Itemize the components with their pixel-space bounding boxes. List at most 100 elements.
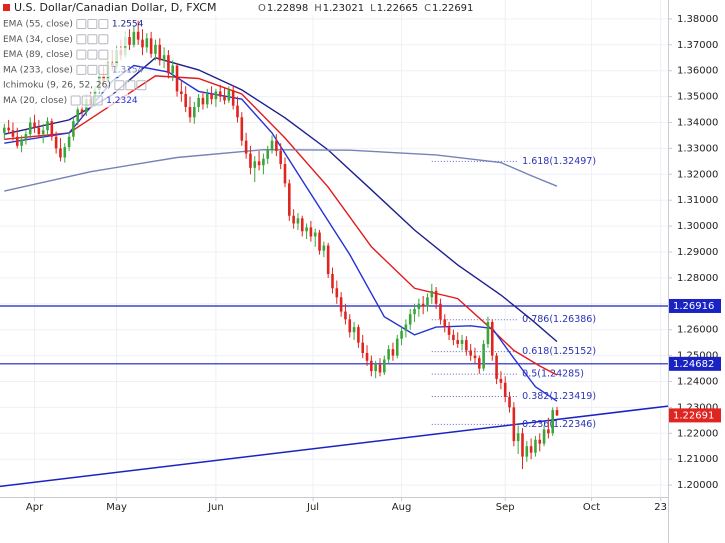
- legend-value: 1.3154: [112, 65, 144, 75]
- y-tick-label: 1.37000: [677, 40, 718, 51]
- x-tick-label: Oct: [583, 502, 600, 513]
- legend-icon[interactable]: [76, 49, 87, 60]
- x-tick-label: Sep: [496, 502, 515, 513]
- y-tick-label: 1.31000: [677, 195, 718, 206]
- candle-body: [288, 183, 291, 216]
- candle-body: [534, 439, 537, 453]
- legend: U.S. Dollar/Canadian Dollar, D, FXCM O 1.…: [0, 0, 473, 108]
- x-tick-label: Jul: [306, 502, 319, 513]
- candle-body: [339, 297, 343, 312]
- legend-icon[interactable]: [98, 64, 109, 75]
- legend-icon[interactable]: [136, 80, 147, 91]
- candle-body: [309, 227, 313, 237]
- candle-body: [72, 121, 75, 137]
- candle-body: [400, 330, 403, 339]
- legend-bg: [0, 17, 128, 31]
- candle-body: [41, 130, 45, 135]
- fib-label: 0.618(1.25152): [522, 346, 596, 357]
- candle-body: [158, 44, 162, 61]
- legend-icon[interactable]: [114, 80, 125, 91]
- y-tick-label: 1.23000: [677, 402, 718, 413]
- candle-body: [344, 311, 347, 320]
- candle-body: [503, 382, 507, 398]
- legend-icon[interactable]: [125, 80, 136, 91]
- legend-label: EMA (34, close): [3, 35, 73, 45]
- ohlc-value: 1.23021: [323, 3, 364, 14]
- candle-body: [547, 429, 550, 434]
- legend-icon[interactable]: [81, 95, 92, 106]
- candle-body: [197, 97, 200, 107]
- candle-body: [469, 350, 472, 356]
- candle-body: [3, 127, 6, 133]
- legend-icon[interactable]: [87, 64, 98, 75]
- candle-body: [408, 314, 412, 325]
- candle-body: [404, 324, 408, 331]
- candle-body: [244, 140, 248, 154]
- candle-body: [378, 364, 382, 373]
- candle-body: [76, 109, 80, 122]
- legend-label: MA (233, close): [3, 65, 73, 75]
- candle-body: [262, 158, 265, 166]
- legend-value: 1.2324: [106, 96, 138, 106]
- legend-icon[interactable]: [70, 95, 81, 106]
- candle-body: [542, 429, 546, 444]
- legend-icon[interactable]: [87, 19, 98, 29]
- legend-icon[interactable]: [98, 49, 109, 60]
- indicator-line: [4, 148, 558, 192]
- candle-body: [7, 127, 10, 131]
- legend-icon[interactable]: [76, 34, 87, 45]
- candle-body: [184, 94, 187, 107]
- candle-body: [54, 136, 58, 149]
- candle-body: [171, 65, 175, 74]
- candle-body: [331, 274, 334, 289]
- candle-body: [223, 96, 226, 101]
- candle-body: [486, 321, 490, 344]
- candle-body: [296, 218, 300, 224]
- candle-body: [426, 297, 429, 307]
- candle-body: [313, 232, 317, 237]
- candle-body: [24, 134, 28, 140]
- candle-body: [439, 303, 442, 320]
- candle-body: [279, 150, 282, 164]
- candle-body: [236, 105, 239, 118]
- legend-bg: [0, 78, 128, 93]
- candle-body: [257, 161, 261, 166]
- legend-icon[interactable]: [92, 95, 103, 106]
- legend-icon[interactable]: [76, 64, 87, 75]
- legend-label: MA (20, close): [3, 96, 67, 106]
- candle-body: [37, 127, 41, 135]
- ohlc-label: L: [370, 3, 376, 14]
- legend-bg: [0, 62, 128, 77]
- candle-body: [180, 91, 183, 95]
- x-tick-label: Apr: [26, 502, 44, 513]
- candle-body: [240, 117, 244, 141]
- candle-body: [33, 122, 36, 128]
- legend-icon[interactable]: [87, 49, 98, 60]
- x-tick-label: 23: [654, 502, 667, 513]
- fib-label: 1.618(1.32497): [522, 156, 596, 167]
- legend-bg: [0, 32, 128, 47]
- legend-icon[interactable]: [98, 34, 109, 45]
- y-tick-label: 1.32000: [677, 169, 718, 180]
- candle-body: [421, 303, 425, 307]
- y-tick-label: 1.25000: [677, 351, 718, 362]
- candle-body: [452, 334, 455, 341]
- last-price-badge: [669, 408, 721, 423]
- legend-icon[interactable]: [76, 19, 87, 29]
- candle-body: [478, 358, 481, 369]
- legend-icon[interactable]: [87, 34, 98, 45]
- candle-body: [525, 446, 529, 457]
- candle-body: [370, 360, 373, 372]
- candle-body: [253, 161, 257, 168]
- candle-body: [128, 37, 131, 45]
- candle-body: [508, 397, 511, 408]
- legend-label: Ichimoku (9, 26, 52, 26): [3, 81, 111, 91]
- candle-body: [387, 349, 390, 360]
- candle-body: [154, 44, 157, 54]
- y-tick-label: 1.36000: [677, 66, 718, 77]
- x-tick-label: Jun: [207, 502, 224, 513]
- legend-icon[interactable]: [98, 19, 109, 29]
- candle-body: [434, 290, 438, 304]
- candle-body: [391, 349, 395, 356]
- trendline: [0, 405, 669, 488]
